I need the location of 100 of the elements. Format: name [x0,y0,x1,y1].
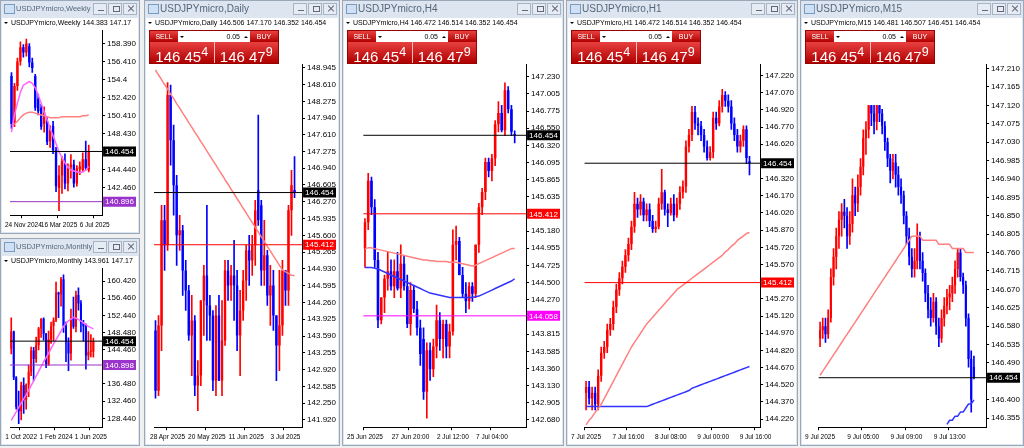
y-tick-label: 144.595 [307,280,337,290]
ref-line-label: 146.454 [989,373,1019,383]
y-tick-label: 146.170 [765,190,795,200]
annotation: 146 45$^{4}$ [348,42,412,65]
ref-line-label: 140.896 [105,197,135,207]
y-tick-label: 146.940 [991,174,1021,184]
y-tick-label: 142.905 [531,397,561,407]
y-tick-label: 146.620 [765,139,795,149]
y-tick-label: 158.390 [107,38,137,48]
chart-title: USDJPYmicro,H1 [582,3,662,14]
y-tick-label: 141.920 [307,414,337,424]
y-tick-label: 144.460 [107,344,137,354]
y-tick-label: 146.940 [307,163,337,173]
y-tick-label: 144.270 [531,295,561,305]
candlestick [500,105,503,133]
ref-line-label: 145.412 [305,240,335,250]
y-tick-label: 132.460 [107,396,137,406]
y-tick-label: 143.255 [307,348,337,358]
candlestick [10,72,13,129]
y-tick-label: 143.360 [531,363,561,373]
y-tick-label: 146.490 [991,358,1021,368]
y-tick-label: 145.180 [531,226,561,236]
y-tick-label: 147.005 [531,88,561,98]
y-tick-label: 156.460 [107,293,137,303]
y-tick-label: 146.535 [991,339,1021,349]
y-tick-label: 146.625 [991,302,1021,312]
candlestick [396,252,399,291]
candlestick [92,337,95,358]
y-tick-label: 145.120 [765,311,795,321]
y-tick-label: 142.680 [531,414,561,424]
candlestick [163,204,166,271]
y-tick-label: 148.275 [307,96,337,106]
y-tick-label: 145.265 [307,247,337,257]
y-tick-label: 147.230 [531,72,561,82]
candlestick [284,270,287,306]
y-tick-label: 146.605 [307,180,337,190]
candlestick [89,334,92,358]
candlestick [645,203,648,222]
annotation: 146 47$^{9}$ [213,42,278,65]
y-tick-label: 142.920 [307,364,337,374]
chart-title: USDJPYmicro,M15 [816,3,903,14]
y-tick-label: 146.270 [307,196,337,206]
y-tick-label: 147.610 [307,129,337,139]
y-tick-label: 147.120 [991,100,1021,110]
y-tick-label: 146.985 [991,155,1021,165]
y-tick-label: 146.020 [765,208,795,218]
candlestick [60,277,63,307]
y-tick-label: 144.725 [531,260,561,270]
chart-title: USDJPYmicro,Daily [160,3,249,14]
y-tick-label: 145.600 [307,230,337,240]
ref-line-label: 145.412 [529,209,559,219]
y-tick-label: 142.250 [307,398,337,408]
y-tick-label: 144.370 [765,397,795,407]
y-tick-label: 148.430 [107,128,137,138]
y-tick-label: 144.440 [107,164,137,174]
candlestick [154,320,157,399]
y-tick-label: 146.095 [531,157,561,167]
annotation: 146 47$^{9}$ [635,42,700,65]
y-tick-label: 146.355 [991,413,1021,423]
y-tick-label: 146.400 [991,395,1021,404]
ref-line-label: 146.454 [105,336,135,346]
y-tick-label: 147.210 [991,63,1021,73]
y-tick-label: 144.820 [765,345,795,355]
y-tick-label: 152.440 [107,310,137,320]
y-tick-label: 146.580 [991,321,1021,331]
candlestick [293,156,296,198]
y-tick-label: 145.570 [765,259,795,269]
candlestick [22,44,25,58]
annotation: 146 47$^{9}$ [869,42,934,65]
y-tick-label: 144.500 [531,277,561,287]
y-tick-label: 146.320 [531,140,561,150]
y-tick-label: 146.920 [765,105,795,115]
y-tick-label: 142.585 [307,381,337,391]
y-tick-label: 147.220 [765,70,795,80]
ref-line-label: 145.412 [763,278,793,288]
y-tick-label: 148.480 [107,327,137,337]
candlestick [87,331,90,361]
y-tick-label: 146.715 [991,266,1021,276]
y-tick-label: 154.4 [107,74,128,84]
y-tick-label: 146.805 [991,229,1021,239]
y-tick-label: 144.220 [765,414,795,424]
candlestick [875,104,878,131]
y-tick-label: 145.935 [307,213,337,223]
ref-line-label: 146.454 [763,158,793,168]
y-tick-label: 143.815 [531,329,561,339]
candlestick [266,250,269,306]
y-tick-label: 144.260 [307,297,337,307]
y-tick-label: 146.760 [991,247,1021,257]
y-tick-label: 145.270 [765,294,795,304]
y-tick-label: 146.320 [765,173,795,183]
y-tick-label: 147.165 [991,82,1021,92]
y-tick-label: 146.550 [531,123,561,133]
y-tick-label: 144.520 [765,380,795,390]
y-tick-label: 146.775 [531,106,561,116]
y-tick-label: 147.075 [991,118,1021,128]
y-tick-label: 146.770 [765,122,795,132]
annotation: 146 47$^{9}$ [411,42,476,65]
ref-line-label: 146.454 [529,130,559,140]
annotation: 146 45$^{4}$ [572,42,636,65]
y-tick-label: 143.925 [307,314,337,324]
